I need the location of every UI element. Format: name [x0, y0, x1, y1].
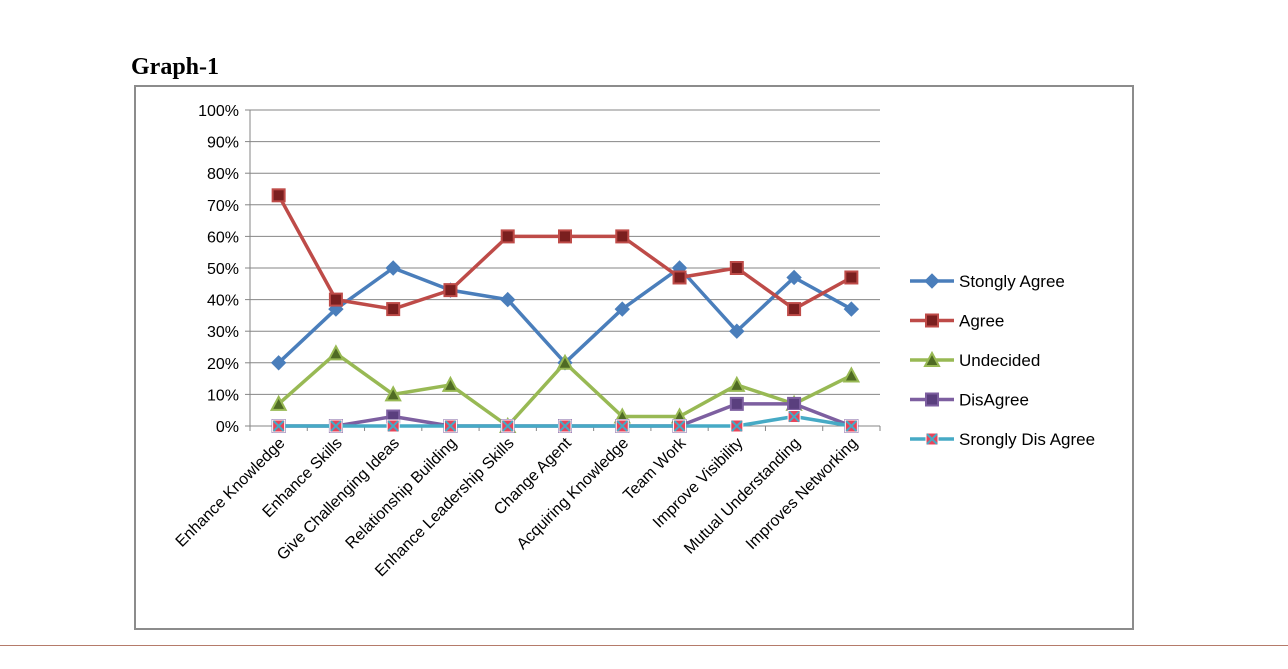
x-marker-cross	[616, 420, 628, 432]
page-divider	[0, 645, 1288, 646]
data-point	[614, 301, 630, 317]
x-category-label: Relationship Building	[343, 435, 461, 553]
graph-heading: Graph-1	[131, 54, 220, 80]
x-marker-cross	[559, 420, 571, 432]
legend-item: Srongly Dis Agree	[910, 430, 1095, 449]
legend-item: Stongly Agree	[910, 272, 1065, 291]
y-tick-label: 60%	[207, 229, 239, 246]
data-point	[787, 410, 801, 424]
legend-marker	[925, 392, 939, 407]
series-0	[270, 260, 860, 371]
x-marker-cross	[330, 420, 342, 432]
data-point	[558, 229, 572, 244]
data-point	[386, 419, 400, 433]
legend-label: Undecided	[959, 351, 1040, 370]
x-marker-cross	[731, 420, 743, 432]
data-point	[615, 229, 630, 244]
data-point	[269, 394, 288, 411]
legend-marker	[925, 313, 939, 328]
data-point	[271, 188, 286, 203]
data-point	[672, 270, 687, 285]
data-point	[787, 302, 802, 317]
data-point	[328, 292, 343, 307]
legend-label: DisAgree	[959, 391, 1029, 410]
data-point	[729, 323, 745, 339]
x-marker-cross	[673, 420, 686, 432]
data-point	[385, 260, 401, 276]
y-tick-label: 0%	[216, 419, 239, 436]
y-tick-label: 40%	[207, 293, 239, 310]
legend-item: Agree	[910, 312, 1004, 331]
y-tick-label: 30%	[207, 324, 239, 341]
x-marker-cross	[387, 420, 399, 432]
data-point	[558, 419, 572, 433]
data-point	[786, 269, 802, 286]
data-point	[443, 283, 458, 298]
y-tick-label: 90%	[207, 135, 239, 152]
data-point	[843, 301, 860, 317]
series-1	[271, 188, 859, 317]
data-point	[729, 396, 744, 411]
legend-marker	[923, 350, 941, 367]
data-point	[270, 355, 287, 371]
legend-marker	[924, 273, 940, 289]
legend-marker	[925, 432, 939, 446]
x-category-label: Mutual Understanding	[681, 435, 804, 558]
data-point	[386, 302, 401, 317]
legend: Stongly Agree Agree Undecided DisAgree Srong…	[910, 272, 1095, 449]
x-marker-cross	[845, 420, 858, 432]
x-marker-cross	[502, 420, 514, 432]
y-tick-label: 70%	[207, 198, 239, 215]
x-marker-cross	[444, 420, 457, 432]
x-category-label: Acquiring Knowledge	[514, 435, 632, 553]
data-point	[729, 261, 744, 275]
data-point	[500, 229, 515, 244]
y-tick-label: 50%	[207, 261, 239, 278]
x-marker-cross	[788, 410, 800, 423]
legend-label: Stongly Agree	[959, 272, 1065, 291]
data-point	[327, 344, 345, 361]
data-point	[728, 375, 746, 392]
data-point	[787, 396, 802, 411]
legend-item: Undecided	[910, 350, 1040, 370]
data-point	[844, 419, 858, 433]
data-point	[443, 419, 457, 433]
series-4	[272, 410, 858, 433]
legend-item: DisAgree	[910, 391, 1029, 410]
x-marker-cross	[272, 420, 285, 432]
x-category-label: Improves Networking	[743, 435, 861, 553]
series-line	[277, 194, 853, 311]
data-point	[615, 419, 629, 433]
data-point	[501, 419, 515, 433]
legend-label: Agree	[959, 312, 1004, 331]
chart-frame: 0% 10% 20% 30% 40% 50% 60% 70% 80% 90% 100% Enhance…	[134, 85, 1134, 630]
y-tick-label: 100%	[198, 103, 239, 120]
y-tick-label: 80%	[207, 166, 239, 183]
data-point	[272, 419, 286, 433]
data-point	[500, 291, 516, 308]
x-category-label: Enhance Knowledge	[173, 435, 289, 551]
data-point	[384, 385, 402, 402]
y-tick-label: 10%	[207, 387, 239, 404]
data-point	[441, 375, 460, 392]
legend-label: Srongly Dis Agree	[959, 430, 1095, 449]
series-line	[277, 266, 853, 365]
data-point	[730, 419, 744, 433]
data-point	[329, 419, 343, 433]
data-point	[673, 419, 687, 433]
line-chart: 0% 10% 20% 30% 40% 50% 60% 70% 80% 90% 100% Enhance…	[173, 103, 1095, 580]
data-point	[844, 270, 859, 285]
x-marker-cross	[926, 433, 938, 445]
data-point	[556, 353, 574, 370]
y-tick-label: 20%	[207, 356, 239, 373]
grid-lines	[245, 109, 880, 427]
data-point	[842, 366, 861, 383]
